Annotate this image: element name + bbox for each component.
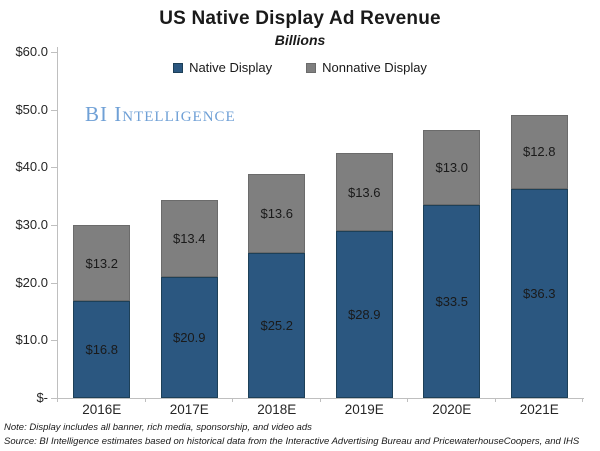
legend-label-nonnative: Nonnative Display xyxy=(322,60,427,75)
bar-segment-nonnative: $13.2 xyxy=(73,225,131,302)
x-axis-tick xyxy=(407,398,408,402)
bar-column: $13.6 $28.9 xyxy=(321,52,409,398)
logo-part2: Intelligence xyxy=(114,102,236,126)
bar-value-label: $13.6 xyxy=(347,184,381,200)
footnotes: Note: Display includes all banner, rich … xyxy=(4,421,579,448)
legend-label-native: Native Display xyxy=(189,60,273,75)
chart-subtitle: Billions xyxy=(274,32,326,48)
bar-segment-nonnative: $13.6 xyxy=(335,152,393,232)
y-axis-label: $- xyxy=(36,390,48,405)
native-display-swatch-icon xyxy=(173,62,184,73)
bar-value-label: $16.8 xyxy=(85,342,119,358)
x-axis-label: 2016E xyxy=(82,402,122,417)
bar-column: $13.4 $20.9 xyxy=(146,52,234,398)
bar-stack: $13.6 $28.9 xyxy=(335,152,393,398)
x-axis-label: 2017E xyxy=(169,402,209,417)
bar-segment-native: $16.8 xyxy=(73,301,131,398)
bar-segment-native: $36.3 xyxy=(510,188,568,398)
legend: Native Display Nonnative Display xyxy=(0,60,600,75)
bar-segment-nonnative: $13.0 xyxy=(423,129,481,205)
x-axis-label: 2019E xyxy=(344,402,384,417)
legend-item-nonnative: Nonnative Display xyxy=(306,60,427,75)
bar-stack: $13.6 $25.2 xyxy=(248,174,306,398)
x-axis-tick xyxy=(494,398,496,402)
bar-segment-nonnative: $13.4 xyxy=(160,200,218,278)
legend-item-native: Native Display xyxy=(173,60,272,75)
y-axis-labels: $60.0 $50.0 $40.0 $30.0 $20.0 $10.0 $- xyxy=(0,0,50,451)
bar-value-label: $28.9 xyxy=(347,307,381,323)
bar-stack: $13.0 $33.5 xyxy=(423,129,481,398)
bar-column: $13.0 $33.5 xyxy=(408,52,496,398)
x-axis-tick xyxy=(319,398,321,402)
bar-segment-native: $20.9 xyxy=(160,277,218,398)
bar-value-label: $20.9 xyxy=(172,330,206,346)
x-axis-labels: 2016E 2017E 2018E 2019E 2020E 2021E xyxy=(58,402,583,417)
x-axis-label: 2020E xyxy=(432,402,472,417)
bar-column: $13.2 $16.8 xyxy=(58,52,146,398)
bars-row: $13.2 $16.8 $13.4 $20.9 $13.6 $25.2 $13.6 $28.9… xyxy=(58,52,583,398)
y-axis-tick xyxy=(51,340,57,342)
y-axis-label: $20.0 xyxy=(15,274,48,290)
y-axis-tick xyxy=(51,52,57,53)
bar-value-label: $13.2 xyxy=(85,255,119,271)
x-axis-line xyxy=(57,398,584,399)
bar-stack: $13.4 $20.9 xyxy=(160,200,218,398)
bar-stack: $12.8 $36.3 xyxy=(510,114,568,398)
y-axis-label: $50.0 xyxy=(15,101,48,117)
bar-segment-nonnative: $13.6 xyxy=(248,174,306,253)
footnote-note: Note: Display includes all banner, rich … xyxy=(4,422,312,433)
y-axis-label: $60.0 xyxy=(15,44,48,59)
x-axis-label: 2021E xyxy=(519,402,559,417)
bar-value-label: $12.8 xyxy=(522,144,556,160)
x-axis-tick xyxy=(582,398,583,402)
y-axis-tick xyxy=(51,398,57,399)
x-axis-tick xyxy=(144,398,146,402)
y-axis-tick xyxy=(51,167,57,169)
x-axis-label: 2018E xyxy=(257,402,297,417)
bar-stack: $13.2 $16.8 xyxy=(73,225,131,398)
x-axis-tick xyxy=(57,398,58,402)
chart-title: US Native Display Ad Revenue xyxy=(159,8,441,29)
logo-part1: BI xyxy=(85,102,115,126)
bar-segment-native: $28.9 xyxy=(335,231,393,398)
y-axis-tick xyxy=(51,282,57,284)
y-axis-tick xyxy=(51,109,57,111)
y-axis-line xyxy=(57,47,58,398)
bar-segment-native: $33.5 xyxy=(423,204,481,398)
bar-column: $12.8 $36.3 xyxy=(496,52,584,398)
y-axis-label: $30.0 xyxy=(15,217,48,232)
bar-segment-native: $25.2 xyxy=(248,252,306,398)
bar-value-label: $13.6 xyxy=(260,205,294,221)
bar-value-label: $33.5 xyxy=(435,293,469,309)
bar-value-label: $36.3 xyxy=(522,285,556,301)
bar-segment-nonnative: $12.8 xyxy=(510,114,568,189)
bi-intelligence-logo: BI Intelligence xyxy=(85,102,236,127)
y-axis-tick xyxy=(51,225,57,226)
footnote-source: Source: BI Intelligence estimates based … xyxy=(4,435,580,447)
x-axis-tick xyxy=(232,398,233,402)
bar-column: $13.6 $25.2 xyxy=(233,52,321,398)
y-axis-label: $40.0 xyxy=(15,159,48,175)
nonnative-display-swatch-icon xyxy=(306,62,317,73)
bar-value-label: $13.4 xyxy=(172,231,206,247)
bar-value-label: $13.0 xyxy=(435,159,469,175)
plot-area: $13.2 $16.8 $13.4 $20.9 $13.6 $25.2 $13.6 $28.9… xyxy=(51,47,584,402)
y-axis-label: $10.0 xyxy=(15,332,48,348)
bar-value-label: $25.2 xyxy=(260,317,294,333)
